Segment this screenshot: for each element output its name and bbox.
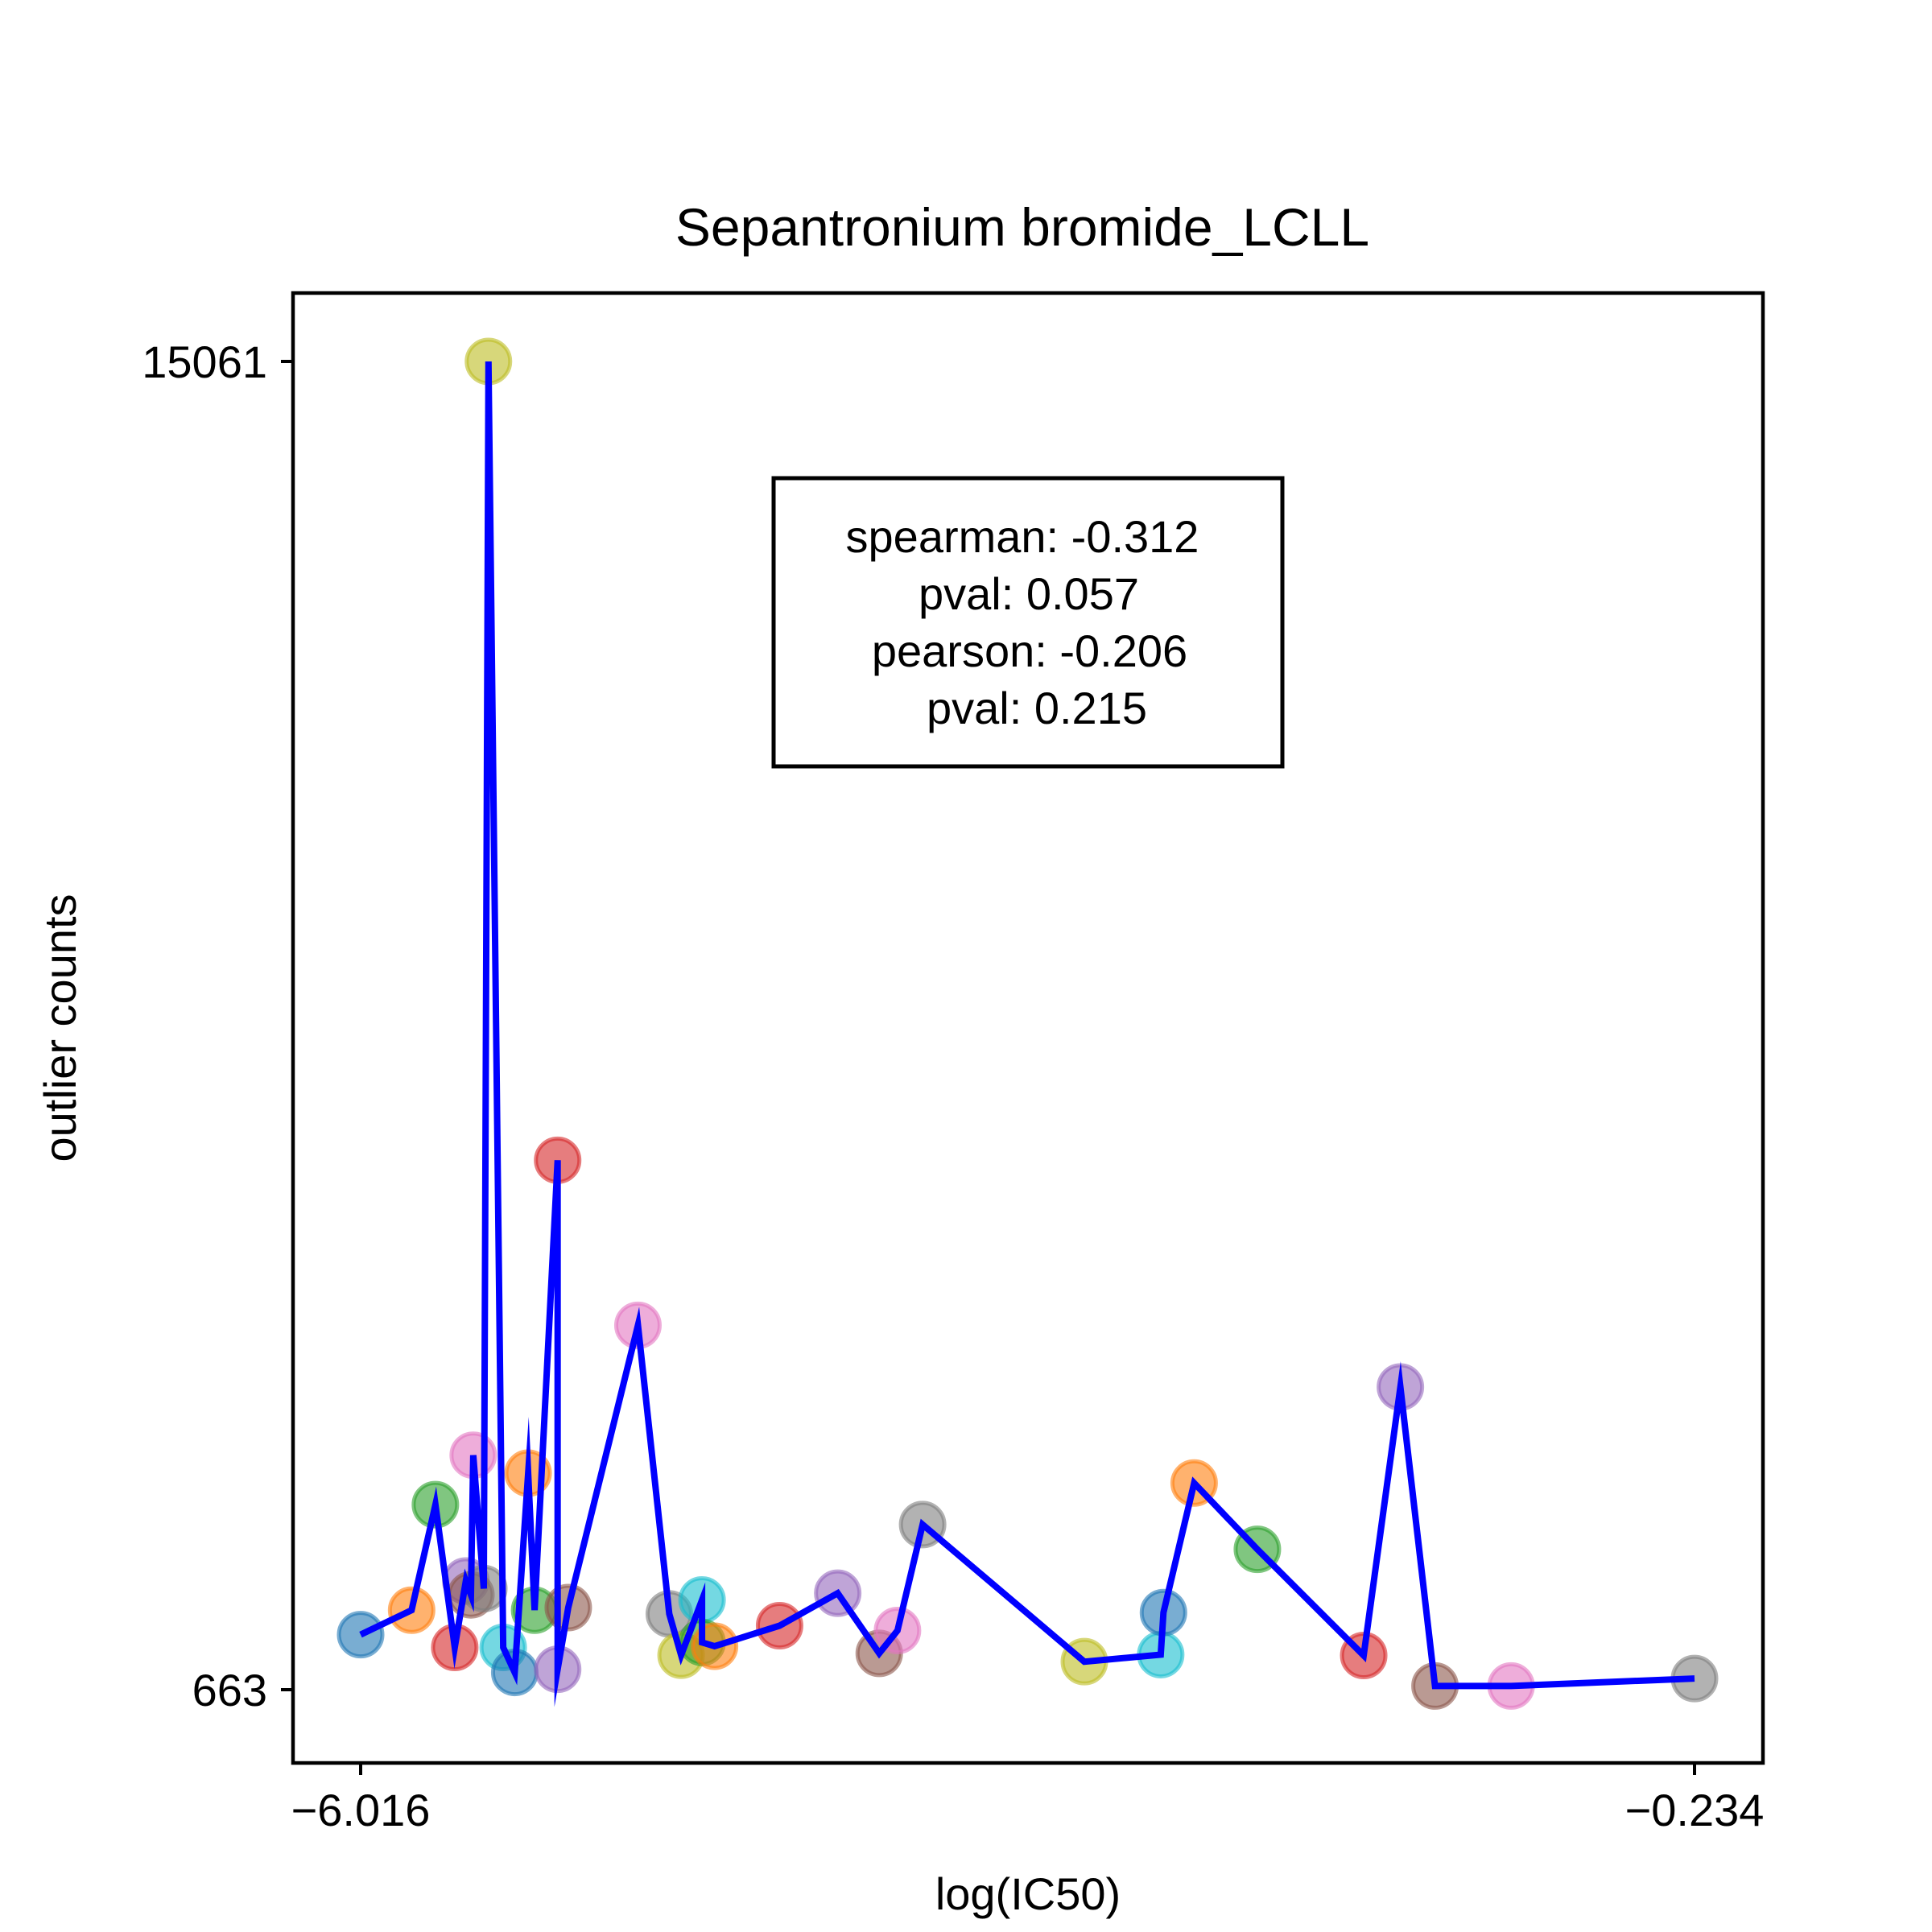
plot-marks <box>336 337 1719 1710</box>
y-tick-label-2: 15061 <box>142 336 267 387</box>
x-tick-label-1: −6.016 <box>291 1785 431 1835</box>
stats-spearman: spearman: -0.312 <box>846 511 1199 562</box>
y-axis-label: outlier counts <box>35 894 85 1162</box>
y-tick-label-1: 663 <box>192 1665 267 1715</box>
plot-frame <box>291 291 1765 1765</box>
stats-pearson-pval: pval: 0.215 <box>927 683 1147 733</box>
stats-spearman-pval: pval: 0.057 <box>919 568 1139 619</box>
chart-title: Sepantronium bromide_LCLL <box>675 197 1369 257</box>
trend-line <box>359 361 1695 1707</box>
x-axis-label: log(IC50) <box>935 1868 1121 1919</box>
axis-ticks: −6.016 −0.234 663 15061 <box>142 336 1764 1835</box>
stats-box-border <box>771 476 1285 769</box>
stats-pearson: pearson: -0.206 <box>872 625 1187 676</box>
stats-box: spearman: -0.312 pval: 0.057 pearson: -0… <box>771 476 1285 769</box>
x-tick-label-2: −0.234 <box>1625 1785 1765 1835</box>
